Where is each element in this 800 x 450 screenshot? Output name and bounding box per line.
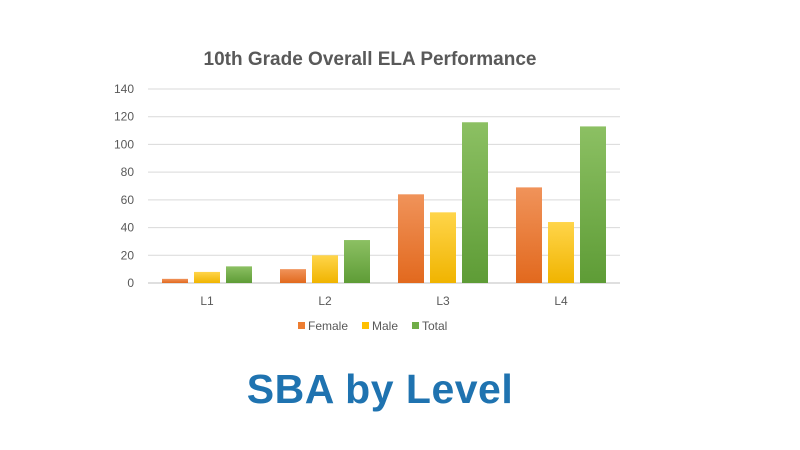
bar-female-l2 <box>280 269 306 283</box>
bar-total-l3 <box>462 122 488 283</box>
bar-chart: 10th Grade Overall ELA Performance 0 20 40… <box>114 49 620 333</box>
legend-label-total: Total <box>422 319 447 333</box>
y-tick-label: 100 <box>114 137 134 151</box>
bars <box>162 122 606 284</box>
legend-swatch-male <box>362 322 369 329</box>
legend: Female Male Total <box>298 319 447 333</box>
y-tick-label: 120 <box>114 110 134 124</box>
y-tick-label: 0 <box>127 276 134 290</box>
legend-swatch-female <box>298 322 305 329</box>
y-tick-label: 60 <box>121 193 135 207</box>
x-axis-ticks: L1 L2 L3 L4 <box>200 294 568 308</box>
legend-label-male: Male <box>372 319 398 333</box>
y-tick-label: 140 <box>114 82 134 96</box>
gridlines <box>148 88 620 284</box>
y-tick-label: 80 <box>121 165 135 179</box>
bar-male-l3 <box>430 212 456 283</box>
bar-female-l3 <box>398 194 424 283</box>
x-tick-label: L1 <box>200 294 214 308</box>
bar-male-l2 <box>312 255 338 283</box>
bar-male-l1 <box>194 271 220 283</box>
y-tick-label: 20 <box>121 248 135 262</box>
chart-area: 10th Grade Overall ELA Performance 0 20 40… <box>104 30 638 352</box>
x-tick-label: L4 <box>554 294 568 308</box>
bar-female-l4 <box>516 187 542 283</box>
y-tick-label: 40 <box>121 221 135 235</box>
x-tick-label: L3 <box>436 294 450 308</box>
legend-swatch-total <box>412 322 419 329</box>
legend-label-female: Female <box>308 319 348 333</box>
footer-title: SBA by Level <box>246 366 514 412</box>
bar-total-l1 <box>226 266 252 283</box>
bar-total-l4 <box>580 126 606 284</box>
bar-male-l4 <box>548 222 574 283</box>
bar-female-l1 <box>162 278 188 283</box>
chart-title: 10th Grade Overall ELA Performance <box>204 49 537 70</box>
x-tick-label: L2 <box>318 294 332 308</box>
y-axis-ticks: 0 20 40 60 80 100 120 140 <box>114 82 134 290</box>
bar-total-l2 <box>344 240 370 283</box>
